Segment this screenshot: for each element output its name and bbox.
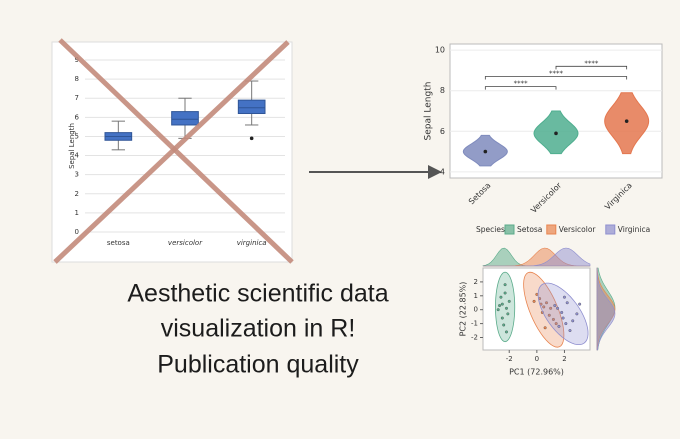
x-tick-label: versicolor bbox=[168, 239, 203, 247]
median-point bbox=[483, 149, 488, 154]
confidence-ellipse bbox=[495, 271, 516, 343]
headline: Aesthetic scientific data bbox=[127, 280, 388, 308]
y-tick-label: 6 bbox=[440, 127, 445, 136]
point bbox=[503, 283, 507, 287]
y-axis-label: Sepal Length bbox=[424, 82, 434, 141]
y-tick-label: 1 bbox=[75, 209, 79, 217]
point bbox=[554, 322, 558, 326]
y-tick-label: 4 bbox=[75, 152, 80, 160]
cross-line bbox=[53, 40, 290, 264]
x-tick-label: -2 bbox=[506, 355, 513, 363]
legend-title: Species bbox=[476, 225, 505, 234]
point bbox=[565, 301, 569, 305]
y-tick-label: 0 bbox=[474, 306, 478, 314]
point bbox=[564, 322, 568, 326]
point bbox=[551, 317, 555, 321]
y-tick-label: 7 bbox=[75, 94, 79, 102]
y-tick-label: 0 bbox=[75, 228, 79, 236]
box bbox=[171, 111, 199, 126]
point bbox=[575, 312, 579, 316]
point bbox=[543, 326, 547, 330]
point bbox=[532, 299, 536, 303]
median-point bbox=[554, 131, 558, 136]
box bbox=[237, 99, 266, 115]
point bbox=[503, 291, 507, 295]
point bbox=[563, 295, 566, 299]
y-tick-label: 2 bbox=[75, 190, 79, 198]
y-tick-label: 8 bbox=[440, 86, 445, 95]
x-axis-label: PC1 (72.96%) bbox=[509, 368, 564, 377]
significance-label: **** bbox=[584, 59, 599, 67]
headline: Publication quality bbox=[157, 351, 359, 379]
point bbox=[549, 306, 553, 310]
y-tick-label: 5 bbox=[75, 132, 79, 140]
point bbox=[500, 302, 504, 306]
point bbox=[542, 305, 546, 309]
point bbox=[568, 329, 572, 332]
headline: visualization in R! bbox=[161, 315, 356, 343]
marginal-density bbox=[483, 247, 591, 267]
x-tick-label: 2 bbox=[562, 355, 566, 363]
legend-swatch bbox=[605, 224, 616, 235]
point bbox=[556, 306, 560, 310]
arrow-head bbox=[428, 165, 442, 179]
confidence-ellipse bbox=[537, 282, 589, 346]
x-tick-label: virginica bbox=[237, 239, 267, 247]
legend-label: Virginica bbox=[618, 225, 650, 234]
point bbox=[496, 308, 500, 312]
point bbox=[500, 316, 504, 320]
y-tick-label: 9 bbox=[75, 56, 79, 64]
y-tick-label: 2 bbox=[474, 278, 478, 286]
point bbox=[499, 295, 503, 299]
y-tick-label: 4 bbox=[440, 167, 445, 176]
point bbox=[498, 304, 502, 307]
y-tick-label: -1 bbox=[471, 320, 478, 328]
y-tick-label: 10 bbox=[435, 46, 445, 55]
point bbox=[578, 302, 582, 306]
outlier bbox=[249, 136, 254, 141]
y-tick-label: -2 bbox=[471, 333, 478, 341]
bracket bbox=[484, 86, 557, 90]
point bbox=[505, 306, 508, 310]
violin bbox=[604, 92, 650, 155]
y-tick-label: 1 bbox=[474, 292, 478, 300]
point bbox=[547, 313, 551, 317]
significance-label: **** bbox=[549, 69, 564, 77]
legend-swatch bbox=[546, 224, 557, 235]
bracket bbox=[484, 76, 628, 80]
y-axis-label: Sepal Length bbox=[68, 123, 76, 169]
x-tick-label: setosa bbox=[107, 239, 130, 247]
x-tick-label: 0 bbox=[535, 355, 539, 363]
point bbox=[506, 312, 510, 316]
y-tick-label: 8 bbox=[75, 75, 79, 83]
y-axis-label: PC2 (22.85%) bbox=[459, 282, 468, 337]
y-tick-label: 6 bbox=[75, 113, 80, 121]
legend-label: Setosa bbox=[517, 225, 542, 234]
point bbox=[560, 311, 564, 314]
bracket bbox=[555, 65, 628, 70]
significance-label: **** bbox=[514, 80, 529, 88]
median-point bbox=[624, 119, 629, 123]
point bbox=[502, 323, 506, 327]
point bbox=[557, 324, 561, 328]
point bbox=[507, 299, 511, 303]
y-tick-label: 3 bbox=[75, 171, 79, 179]
point bbox=[571, 319, 575, 323]
legend-label: Versicolor bbox=[559, 225, 597, 234]
legend-swatch bbox=[504, 224, 515, 235]
scatter-panel bbox=[482, 267, 591, 351]
point bbox=[505, 330, 508, 334]
point bbox=[561, 316, 565, 320]
marginal-density bbox=[596, 267, 616, 351]
point bbox=[545, 301, 548, 305]
point bbox=[553, 304, 557, 307]
